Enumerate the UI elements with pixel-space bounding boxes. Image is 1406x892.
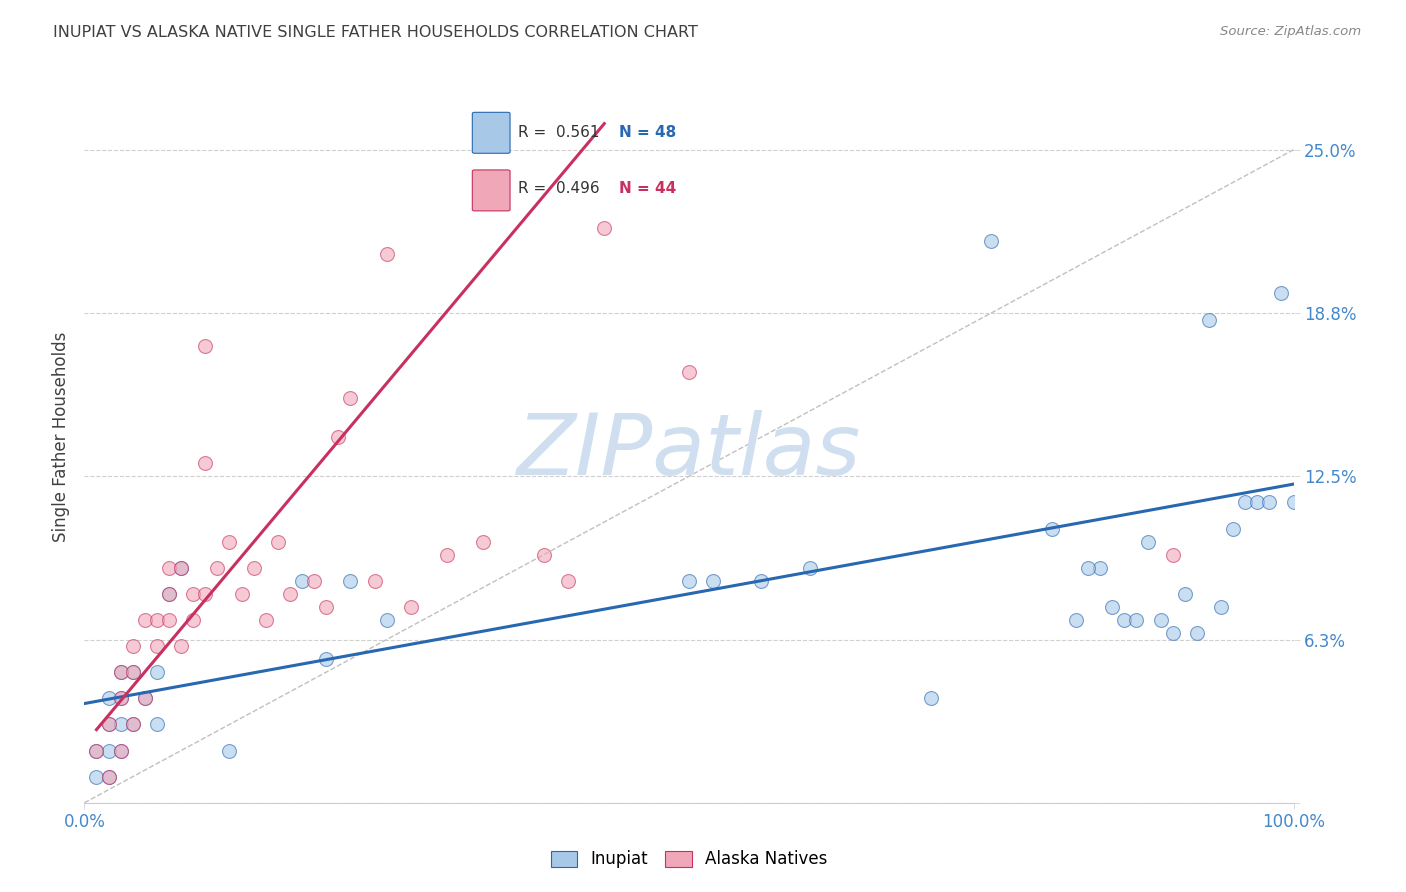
- Point: [1198, 312, 1220, 326]
- Point: [121, 665, 143, 680]
- Point: [134, 691, 156, 706]
- Point: [157, 613, 180, 627]
- Point: [1114, 613, 1136, 627]
- Point: [980, 234, 1002, 248]
- Point: [170, 639, 193, 653]
- Point: [1040, 521, 1063, 535]
- Point: [97, 717, 120, 731]
- Point: [86, 743, 108, 757]
- Point: [799, 560, 821, 574]
- Point: [157, 560, 180, 574]
- Point: [218, 743, 240, 757]
- Y-axis label: Single Father Households: Single Father Households: [52, 332, 70, 542]
- Point: [207, 560, 229, 574]
- Point: [254, 613, 277, 627]
- Point: [375, 247, 398, 261]
- Point: [339, 574, 361, 588]
- Point: [399, 599, 422, 614]
- Point: [110, 717, 132, 731]
- Point: [146, 613, 169, 627]
- Point: [157, 587, 180, 601]
- Point: [181, 587, 204, 601]
- Legend: Inupiat, Alaska Natives: Inupiat, Alaska Natives: [544, 844, 834, 875]
- Point: [302, 574, 325, 588]
- Point: [1270, 286, 1292, 301]
- Point: [678, 574, 700, 588]
- Point: [121, 717, 143, 731]
- Text: Source: ZipAtlas.com: Source: ZipAtlas.com: [1220, 25, 1361, 38]
- Point: [194, 587, 217, 601]
- Point: [1101, 599, 1123, 614]
- Point: [1185, 626, 1208, 640]
- Point: [121, 717, 143, 731]
- Point: [702, 574, 724, 588]
- Point: [121, 639, 143, 653]
- Point: [678, 365, 700, 379]
- Point: [1125, 613, 1147, 627]
- Point: [181, 613, 204, 627]
- Point: [146, 717, 169, 731]
- Point: [315, 652, 337, 666]
- Point: [1088, 560, 1111, 574]
- Point: [146, 665, 169, 680]
- Point: [533, 548, 555, 562]
- Point: [242, 560, 264, 574]
- Point: [134, 691, 156, 706]
- Point: [751, 574, 773, 588]
- Point: [1149, 613, 1171, 627]
- Point: [146, 639, 169, 653]
- Point: [134, 613, 156, 627]
- Point: [170, 560, 193, 574]
- Point: [1161, 548, 1184, 562]
- Point: [218, 534, 240, 549]
- Point: [472, 534, 495, 549]
- Point: [436, 548, 458, 562]
- Point: [1234, 495, 1257, 509]
- Point: [363, 574, 385, 588]
- Text: ZIPatlas: ZIPatlas: [517, 410, 860, 493]
- Point: [1209, 599, 1232, 614]
- Point: [1258, 495, 1281, 509]
- Point: [97, 743, 120, 757]
- Point: [86, 743, 108, 757]
- Point: [97, 770, 120, 784]
- Point: [110, 691, 132, 706]
- Point: [315, 599, 337, 614]
- Point: [291, 574, 314, 588]
- Point: [1064, 613, 1087, 627]
- Point: [1222, 521, 1244, 535]
- Point: [1282, 495, 1305, 509]
- Point: [1161, 626, 1184, 640]
- Point: [97, 770, 120, 784]
- Point: [328, 430, 350, 444]
- Point: [86, 770, 108, 784]
- Point: [110, 665, 132, 680]
- Point: [110, 743, 132, 757]
- Point: [194, 456, 217, 470]
- Point: [170, 560, 193, 574]
- Point: [97, 717, 120, 731]
- Point: [339, 391, 361, 405]
- Point: [593, 221, 616, 235]
- Point: [231, 587, 253, 601]
- Text: INUPIAT VS ALASKA NATIVE SINGLE FATHER HOUSEHOLDS CORRELATION CHART: INUPIAT VS ALASKA NATIVE SINGLE FATHER H…: [53, 25, 699, 40]
- Point: [157, 587, 180, 601]
- Point: [1174, 587, 1197, 601]
- Point: [920, 691, 942, 706]
- Point: [97, 691, 120, 706]
- Point: [110, 743, 132, 757]
- Point: [110, 665, 132, 680]
- Point: [110, 691, 132, 706]
- Point: [278, 587, 301, 601]
- Point: [375, 613, 398, 627]
- Point: [1077, 560, 1099, 574]
- Point: [267, 534, 290, 549]
- Point: [121, 665, 143, 680]
- Point: [194, 339, 217, 353]
- Point: [1137, 534, 1160, 549]
- Point: [557, 574, 579, 588]
- Point: [1246, 495, 1268, 509]
